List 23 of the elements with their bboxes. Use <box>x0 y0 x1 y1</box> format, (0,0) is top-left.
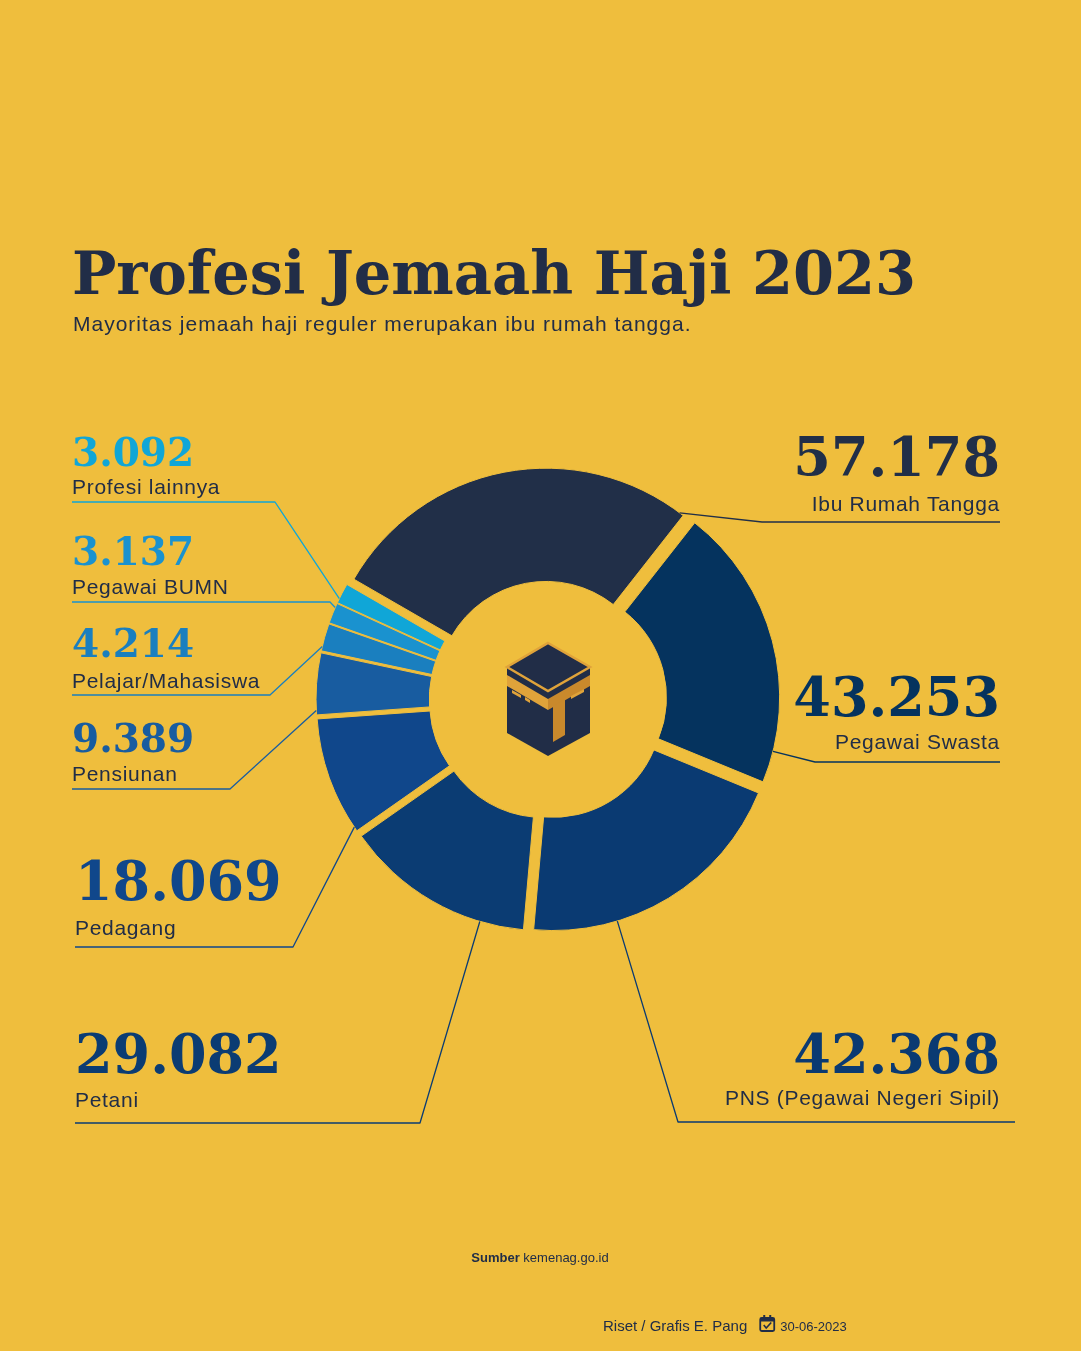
data-label: 3.137 <box>72 528 195 574</box>
data-label: 9.389 <box>72 715 195 761</box>
slice-label: Profesi lainnya <box>72 475 221 498</box>
data-label: 18.069 <box>75 849 282 913</box>
text: 30-06-2023 <box>780 1319 847 1334</box>
text: Sumber kemenag.go.id <box>471 1250 609 1265</box>
data-label: 29.082 <box>75 1022 282 1086</box>
data-label: 3.092 <box>72 429 195 475</box>
slice-label: Pensiunan <box>72 762 178 785</box>
data-label: 42.368 <box>793 1022 1000 1086</box>
data-label: 4.214 <box>72 620 195 666</box>
slice-label: Ibu Rumah Tangga <box>811 492 1000 515</box>
chart-subtitle: Mayoritas jemaah haji reguler merupakan ibu rumah tangga. <box>73 312 692 335</box>
slice-label: Pegawai Swasta <box>834 730 1000 753</box>
slice-label: Pedagang <box>75 916 177 939</box>
text: Riset / Grafis E. Pang <box>603 1317 748 1334</box>
slice-label: Pelajar/Mahasiswa <box>72 669 261 692</box>
data-label: 57.178 <box>793 425 1000 489</box>
slice-label: PNS (Pegawai Negeri Sipil) <box>725 1086 1000 1109</box>
data-label: 43.253 <box>793 665 1000 729</box>
slice-label: Petani <box>75 1088 139 1111</box>
slice-label: Pegawai BUMN <box>72 575 229 598</box>
chart-title: Profesi Jemaah Haji 2023 <box>72 239 917 308</box>
